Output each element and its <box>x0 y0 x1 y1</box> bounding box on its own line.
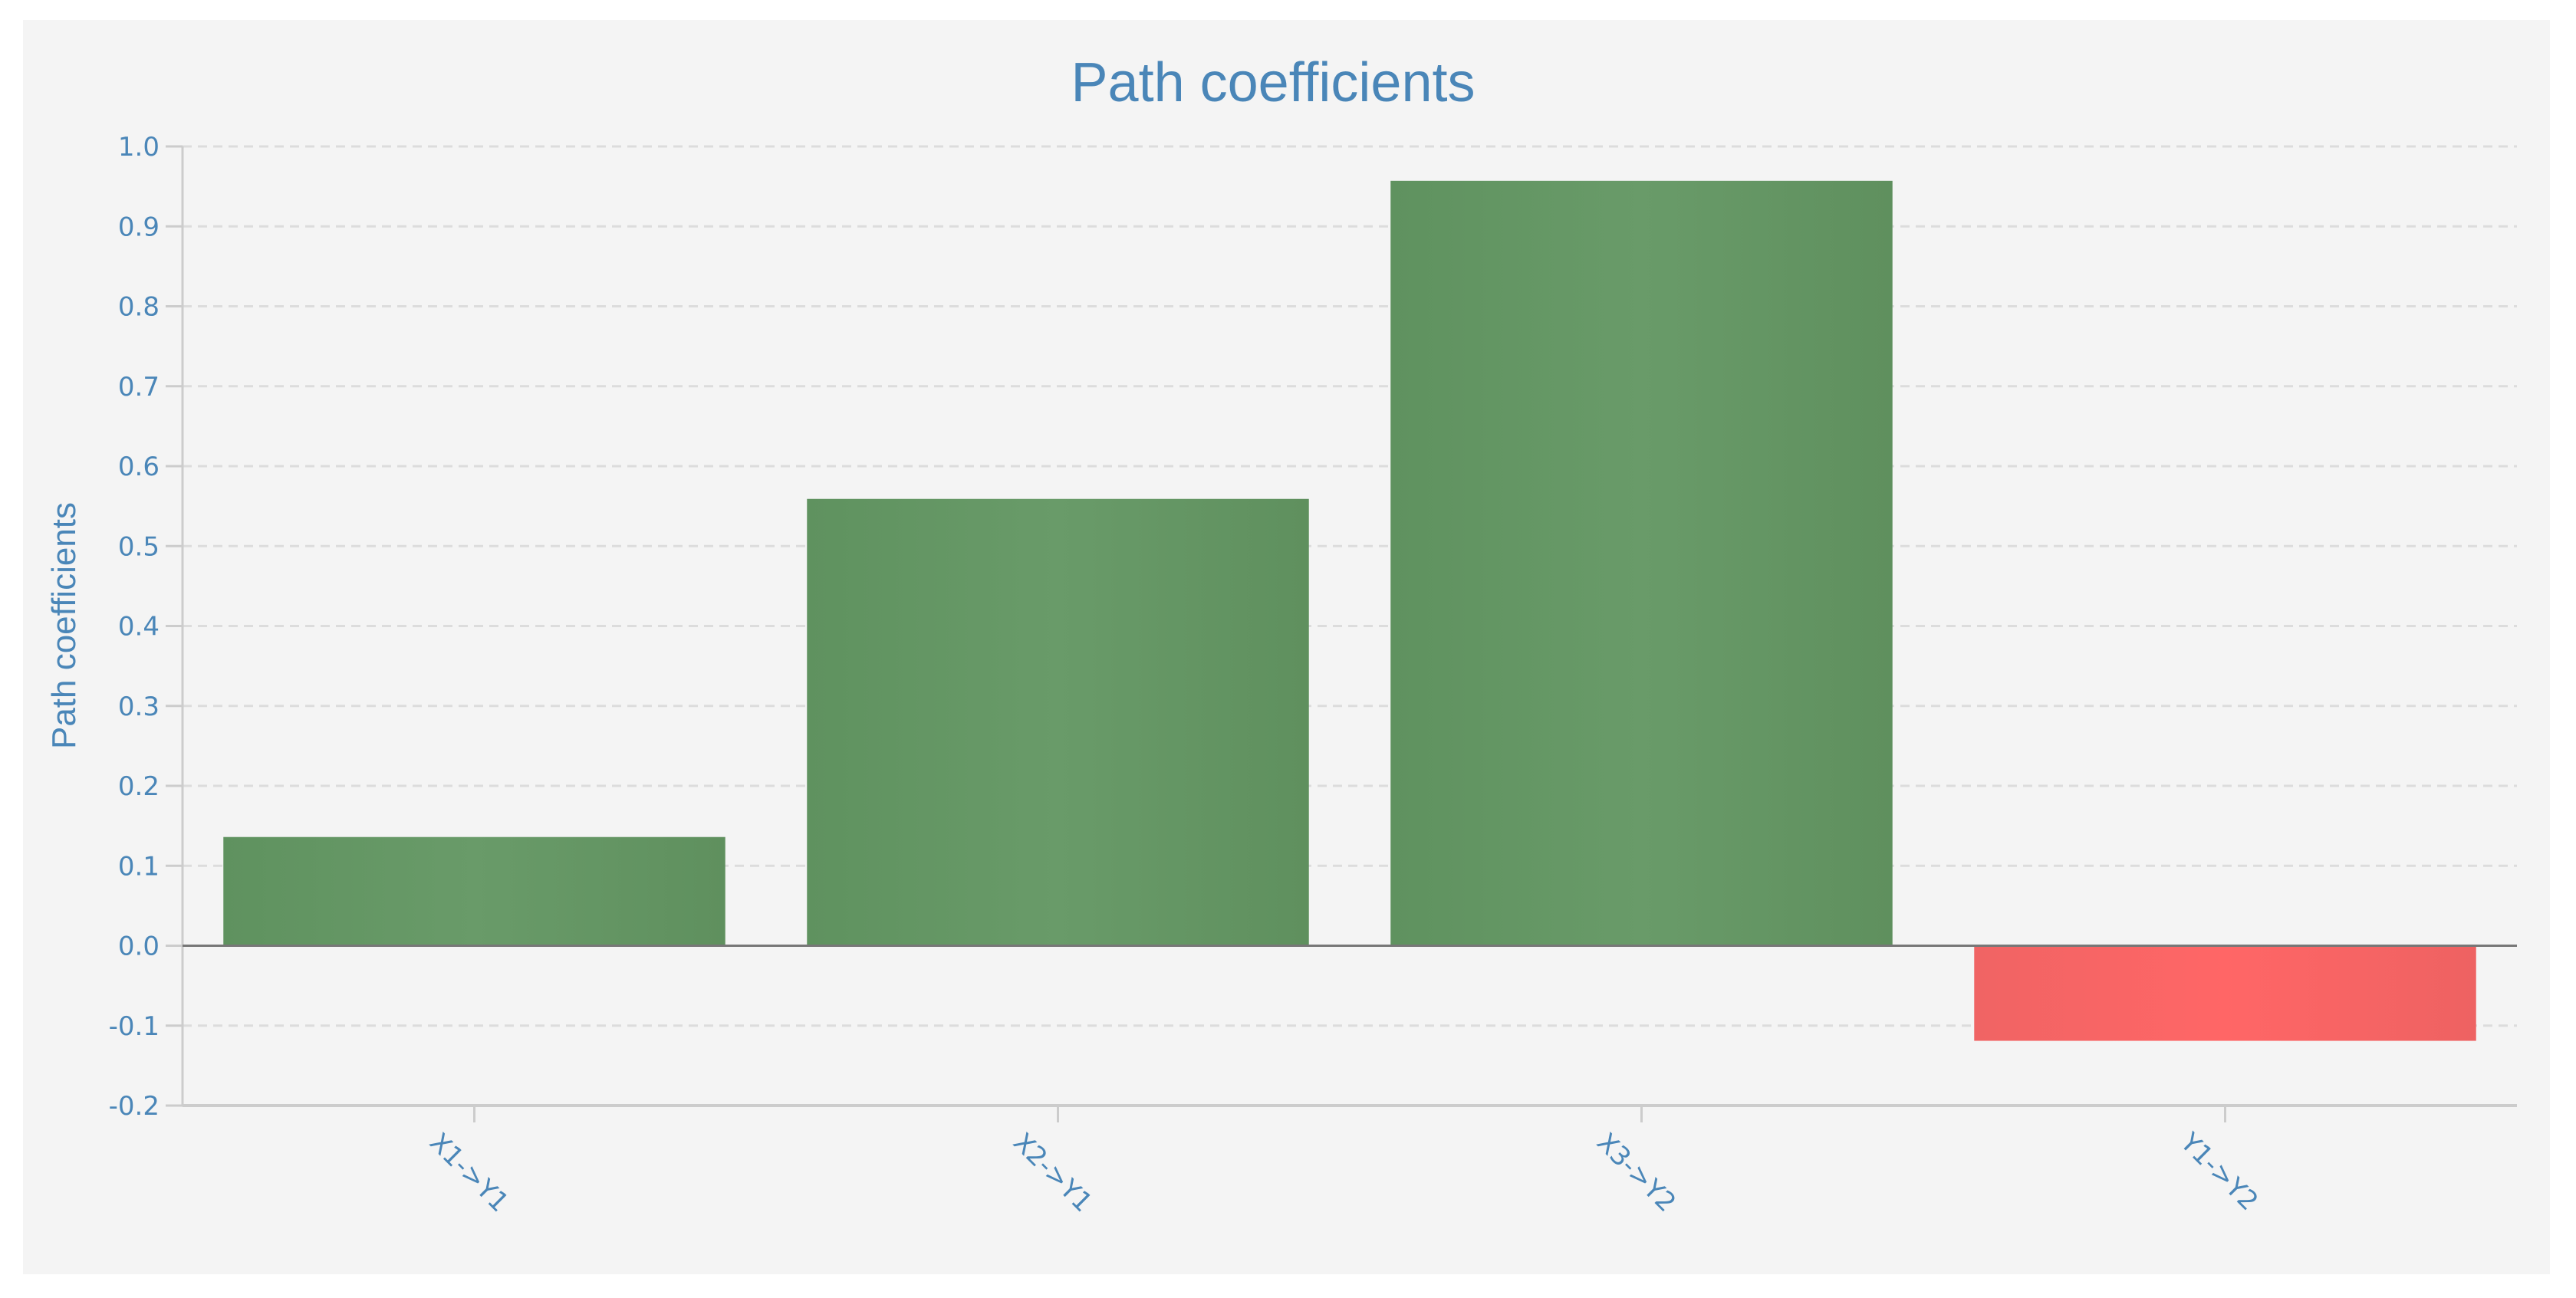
y-tick-label: -0.2 <box>109 1091 160 1122</box>
bar-Y1->Y2 <box>1974 945 2476 1041</box>
bar-X1->Y1 <box>223 836 725 946</box>
y-tick-label: 0.5 <box>118 531 160 562</box>
x-tick-label: X2->Y1 <box>1007 1127 1098 1218</box>
bar-X2->Y1 <box>807 498 1309 946</box>
y-tick-label: 0.8 <box>118 292 160 323</box>
y-tick-label: 0.0 <box>118 932 160 962</box>
x-tick-label: X3->Y2 <box>1591 1127 1682 1218</box>
y-tick-label: 1.0 <box>118 132 160 163</box>
bar-X3->Y2 <box>1390 180 1893 946</box>
y-tick-label: 0.4 <box>118 612 160 642</box>
y-tick-label: -0.1 <box>109 1011 160 1042</box>
y-axis-label: Path coefficients <box>45 502 83 749</box>
y-tick-label: 0.2 <box>118 771 160 802</box>
x-tick-label: X1->Y1 <box>423 1127 515 1218</box>
y-tick-label: 0.9 <box>118 212 160 242</box>
y-tick-label: 0.1 <box>118 851 160 882</box>
y-tick-label: 0.6 <box>118 452 160 482</box>
chart-title: Path coefficients <box>1071 52 1476 113</box>
x-tick-label: Y1->Y2 <box>2173 1126 2264 1217</box>
y-tick-label: 0.3 <box>118 692 160 722</box>
y-tick-label: 0.7 <box>118 372 160 403</box>
